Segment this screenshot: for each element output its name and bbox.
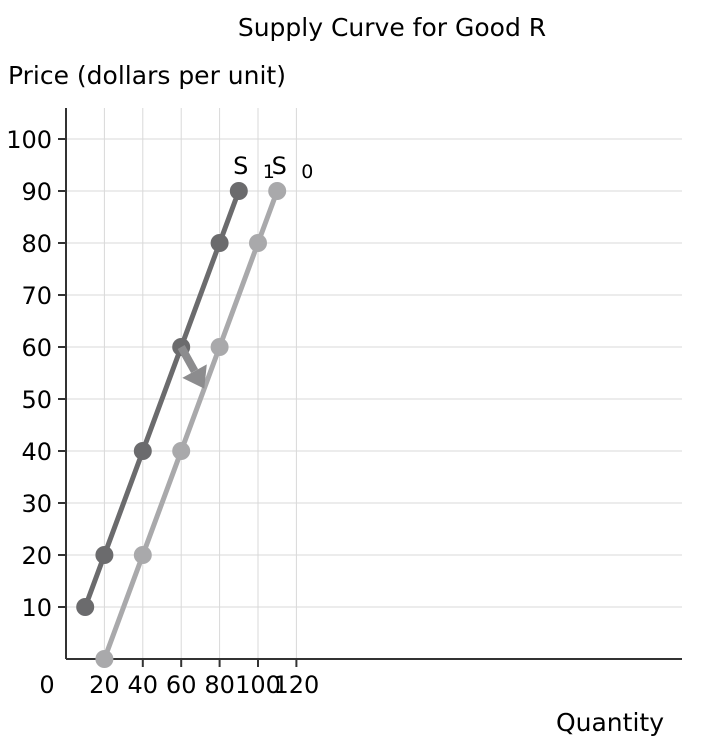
axes xyxy=(65,108,682,660)
data-point xyxy=(249,234,267,252)
data-point xyxy=(229,182,248,200)
data-point xyxy=(95,650,114,668)
x-axis-label: Quantity xyxy=(556,708,664,737)
x-tick-label: 80 xyxy=(204,671,235,699)
series-label-subscript: 1 xyxy=(263,161,275,183)
series-label-s1: S xyxy=(233,152,248,180)
x-tick-label: 40 xyxy=(128,671,159,699)
chart-title: Supply Curve for Good R xyxy=(238,13,546,42)
series-s0 xyxy=(95,182,287,668)
data-point xyxy=(133,442,152,460)
series-labels: S 1S 0 xyxy=(233,152,313,183)
y-tick-label: 70 xyxy=(21,282,52,310)
y-axis-label: Price (dollars per unit) xyxy=(8,61,286,90)
y-tick-label: 20 xyxy=(21,542,52,570)
x-tick-label: 20 xyxy=(89,671,120,699)
data-point xyxy=(95,546,114,564)
x-tick-label: 0 xyxy=(39,671,54,699)
x-tick-label: 60 xyxy=(166,671,197,699)
y-tick-label: 40 xyxy=(21,438,52,466)
x-tick-label: 120 xyxy=(273,671,319,699)
y-tick-label: 50 xyxy=(21,386,52,414)
grid xyxy=(66,108,682,659)
data-point xyxy=(76,598,95,616)
y-tick-label: 100 xyxy=(6,126,52,154)
y-tick-label: 10 xyxy=(21,594,52,622)
y-tick-label: 30 xyxy=(21,490,52,518)
arrow-head xyxy=(182,364,207,389)
series-label-s0: S xyxy=(272,152,287,180)
y-tick-label: 90 xyxy=(21,178,52,206)
series-line xyxy=(102,190,280,660)
data-point xyxy=(133,546,152,564)
data-point xyxy=(268,182,287,200)
data-point xyxy=(210,234,229,252)
x-tick-label: 100 xyxy=(235,671,281,699)
data-point xyxy=(172,442,191,460)
data-point xyxy=(210,338,229,356)
y-tick-label: 80 xyxy=(21,230,52,258)
shift-arrow xyxy=(177,345,207,389)
arrow-shaft xyxy=(177,345,199,374)
series-group xyxy=(76,182,287,668)
series-label-subscript: 0 xyxy=(301,161,313,183)
series-line xyxy=(82,190,242,608)
y-tick-label: 60 xyxy=(21,334,52,362)
series-s1 xyxy=(76,182,248,616)
